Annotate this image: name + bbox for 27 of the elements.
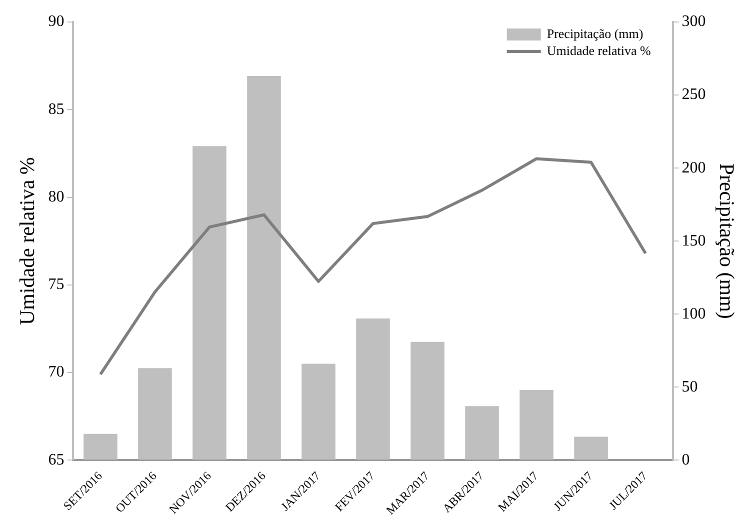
bar (520, 390, 554, 460)
y2-tick-label: 150 (682, 232, 706, 250)
y2-tick-label: 100 (682, 305, 706, 322)
y-tick-label: 85 (48, 100, 64, 118)
y2-tick-label: 250 (682, 86, 706, 104)
legend-label: Umidade relativa % (546, 42, 651, 58)
bar (84, 434, 118, 460)
y-tick-label: 80 (48, 188, 64, 206)
y-tick-label: 75 (48, 276, 64, 294)
y-tick-label: 70 (48, 364, 64, 381)
bar (465, 406, 499, 460)
bar (356, 318, 390, 460)
y2-tick-label: 200 (682, 159, 706, 176)
y2-axis-title: Precipitação (mm) (714, 163, 739, 319)
y-tick-label: 90 (48, 13, 64, 30)
bar (302, 364, 336, 460)
bar (192, 146, 226, 460)
y2-tick-label: 300 (682, 13, 706, 30)
bar (138, 368, 172, 460)
bar (574, 436, 608, 460)
bar (410, 342, 444, 460)
y2-tick-label: 50 (682, 378, 698, 396)
y-tick-label: 65 (48, 451, 64, 468)
y2-tick-label: 0 (682, 451, 690, 468)
y-axis-title: Umidade relativa % (15, 157, 40, 326)
bar (247, 76, 281, 460)
legend-label: Precipitação (mm) (546, 26, 644, 41)
